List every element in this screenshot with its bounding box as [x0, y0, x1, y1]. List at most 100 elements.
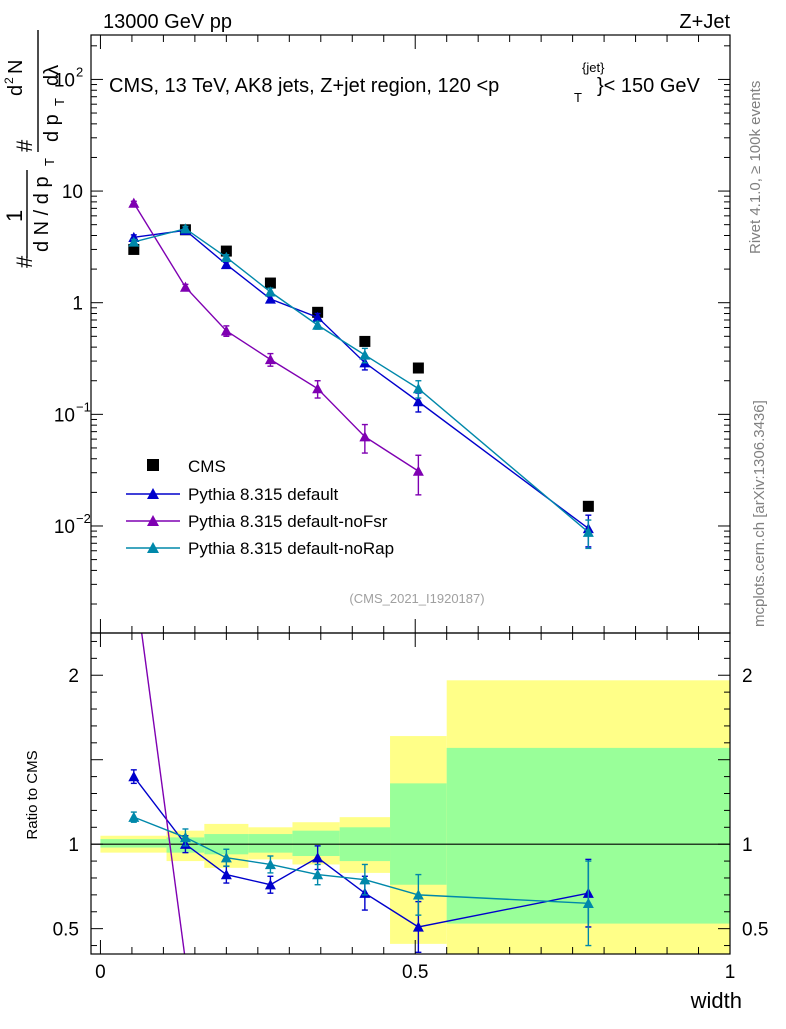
ratio-ytick-label-right-2: 2: [742, 666, 753, 687]
main-ytick-label-3: 10: [62, 182, 83, 203]
legend-marker-norap: [147, 542, 159, 553]
main-point-default-4: [312, 311, 324, 322]
ratio-ylabel: Ratio to CMS: [24, 750, 41, 839]
ratio-band-stat-3: [248, 834, 293, 853]
ratio-ytick-label-right-1: 1: [742, 835, 753, 856]
ratio-series-layer: [128, 633, 594, 954]
main-point-cms-3: [264, 277, 276, 289]
main-ytick-exponent-1: −1: [76, 399, 91, 414]
legend-marker-default: [147, 488, 159, 499]
main-point-noFsr-1: [179, 281, 191, 292]
main-point-noRap-1: [179, 223, 191, 234]
ylabel-one: 1: [2, 210, 27, 222]
ratio-point-default-2: [220, 869, 232, 880]
legend-marker-cms: [147, 459, 159, 471]
main-point-noRap-0: [128, 236, 140, 247]
main-line-noRap: [133, 227, 589, 533]
legend: CMS Pythia 8.315 default Pythia 8.315 de…: [126, 457, 394, 558]
legend-label-cms: CMS: [188, 457, 226, 476]
main-point-cms-2: [220, 245, 232, 257]
ratio-ytick-label-left-2: 2: [68, 666, 79, 687]
analysis-watermark: (CMS_2021_I1920187): [349, 591, 484, 606]
main-point-noFsr-6: [412, 465, 424, 476]
ratio-point-noRap-7: [582, 897, 594, 908]
main-point-noFsr-3: [264, 353, 276, 365]
main-ytick-label-1: 10: [54, 405, 75, 426]
title-superscript: {jet}: [582, 60, 605, 75]
ylabel-dp: d p: [41, 114, 63, 142]
ratio-ytick-label-right-0: 0.5: [742, 920, 768, 941]
header-left-label: 13000 GeV pp: [103, 11, 232, 33]
main-point-default-2: [220, 258, 232, 270]
ratio-xtick-label-1: 0.5: [402, 962, 428, 983]
legend-label-norap: Pythia 8.315 default-noRap: [188, 539, 394, 558]
ratio-point-default-3: [264, 879, 276, 890]
ylabel-d: d: [5, 85, 27, 96]
ratio-point-noRap-2: [220, 852, 232, 863]
main-ytick-exponent-4: 2: [76, 64, 83, 79]
ylabel-dn-dpt: d N / d p: [31, 176, 53, 252]
main-point-noFsr-2: [220, 325, 232, 336]
main-point-cms-5: [359, 335, 371, 347]
ratio-point-noRap-0: [128, 811, 140, 822]
ratio-point-default-0: [128, 771, 140, 782]
main-point-cms-7: [582, 500, 594, 512]
main-line-noFsr: [133, 202, 419, 472]
main-point-noRap-6: [412, 383, 424, 394]
ratio-band-stat-6: [390, 783, 447, 885]
ratio-line-default: [133, 776, 589, 928]
rivet-version-label: Rivet 4.1.0, ≥ 100k events: [747, 81, 764, 254]
ratio-ytick-label-left-1: 1: [68, 835, 79, 856]
main-point-noRap-7: [582, 526, 594, 537]
main-point-cms-6: [412, 362, 424, 374]
main-point-noRap-2: [220, 251, 232, 262]
ratio-line-noRap: [133, 816, 589, 905]
ylabel-dlambda: dλ: [41, 65, 63, 86]
main-series-layer: [128, 197, 594, 550]
main-ytick-label-4: 10: [54, 70, 75, 91]
ratio-point-noRap-6: [412, 889, 424, 900]
main-point-noFsr-0: [128, 197, 140, 208]
ratio-band-stat-0: [100, 839, 167, 848]
main-point-cms-0: [128, 243, 140, 255]
main-line-default: [133, 229, 589, 530]
ylabel-t-sub-1: T: [42, 158, 57, 166]
ylabel-t-sub-2: T: [52, 98, 67, 106]
ylabel-hash-2: #: [12, 139, 37, 152]
plot-title: CMS, 13 TeV, AK8 jets, Z+jet region, 120…: [109, 60, 701, 105]
ratio-point-default-6: [412, 921, 424, 932]
main-point-default-3: [264, 293, 276, 304]
main-ylabel: # 1 d N / d p T # d 2 N d p T dλ: [2, 30, 67, 268]
header-right-label: Z+Jet: [679, 11, 730, 33]
main-ytick-label-0: 10: [54, 517, 75, 538]
legend-label-default: Pythia 8.315 default: [188, 485, 339, 504]
mcplots-credit-label: mcplots.cern.ch [arXiv:1306.3436]: [751, 400, 768, 627]
main-point-noFsr-4: [312, 383, 324, 394]
title-subscript: T: [574, 90, 582, 105]
ratio-point-noRap-5: [359, 874, 371, 885]
main-point-default-6: [412, 396, 424, 407]
ratio-point-default-4: [312, 852, 324, 863]
ratio-point-noRap-3: [264, 858, 276, 870]
ratio-xtick-label-0: 0: [95, 962, 106, 983]
ratio-point-noRap-4: [312, 869, 324, 880]
title-prefix: CMS, 13 TeV, AK8 jets, Z+jet region, 120…: [109, 75, 499, 97]
ratio-xtick-label-2: 1: [725, 962, 736, 983]
ratio-ytick-label-left-0: 0.5: [53, 920, 79, 941]
main-ytick-exponent-0: −2: [76, 511, 91, 526]
ratio-plot-frame: [90, 632, 731, 955]
main-point-noRap-4: [312, 319, 324, 330]
main-plot-frame: [90, 34, 731, 634]
legend-marker-nofsr: [147, 515, 159, 526]
ratio-line-noFsr: [140, 633, 186, 954]
main-point-noRap-3: [264, 286, 276, 297]
legend-label-nofsr: Pythia 8.315 default-noFsr: [188, 512, 388, 531]
main-point-noFsr-5: [359, 431, 371, 442]
ylabel-hash: #: [12, 255, 37, 268]
ylabel-n: N: [5, 60, 27, 74]
title-suffix: }< 150 GeV: [597, 75, 701, 97]
